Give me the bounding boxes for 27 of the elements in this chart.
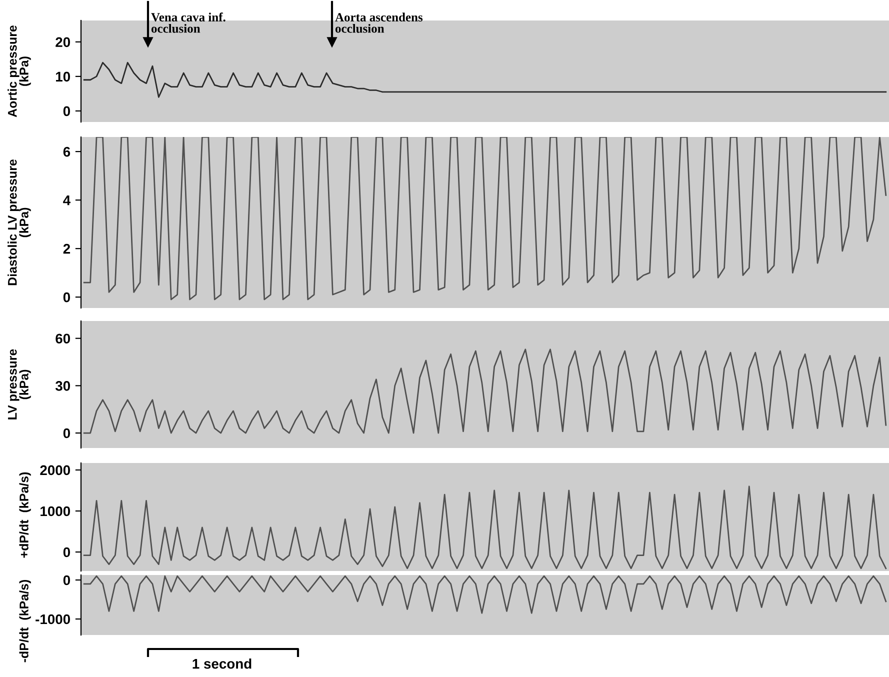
y-tick-label: -1000 xyxy=(36,614,70,624)
annotation: Aorta ascendens occlusion xyxy=(335,12,423,33)
y-tick-label: 1000 xyxy=(40,506,70,516)
y-tick-label: 0 xyxy=(63,547,70,558)
line-series xyxy=(83,348,887,434)
line-series xyxy=(83,575,887,614)
y-tick-label: 2 xyxy=(63,244,70,254)
y-axis-title: Aortic pressure (kPa) xyxy=(8,25,31,118)
y-tick-label: 0 xyxy=(63,106,70,116)
y-axis-title: Diastolic LV pressure (kPa) xyxy=(8,159,31,286)
y-axis-title: -dP/dt (kPa/s) xyxy=(19,580,31,662)
y-tick-label: 0 xyxy=(63,292,70,302)
text: 1 second xyxy=(192,658,252,669)
y-tick-label: 30 xyxy=(55,381,70,391)
y-tick-label: 2000 xyxy=(40,465,70,476)
y-tick-label: 4 xyxy=(63,196,71,206)
y-tick-label: 0 xyxy=(63,428,70,438)
line-series xyxy=(83,486,887,570)
y-tick-label: 6 xyxy=(63,146,70,157)
annotation: Vena cava inf. occlusion xyxy=(151,12,226,33)
line-series xyxy=(83,62,887,98)
y-axis-title: +dP/dt (kPa/s) xyxy=(19,472,31,558)
y-tick-label: 60 xyxy=(56,334,70,344)
y-tick-label: 0 xyxy=(63,575,70,586)
y-tick-label: 20 xyxy=(56,37,70,48)
y-axis-title: LV pressure (kPa) xyxy=(8,349,31,420)
y-tick-label: 10 xyxy=(56,72,70,82)
